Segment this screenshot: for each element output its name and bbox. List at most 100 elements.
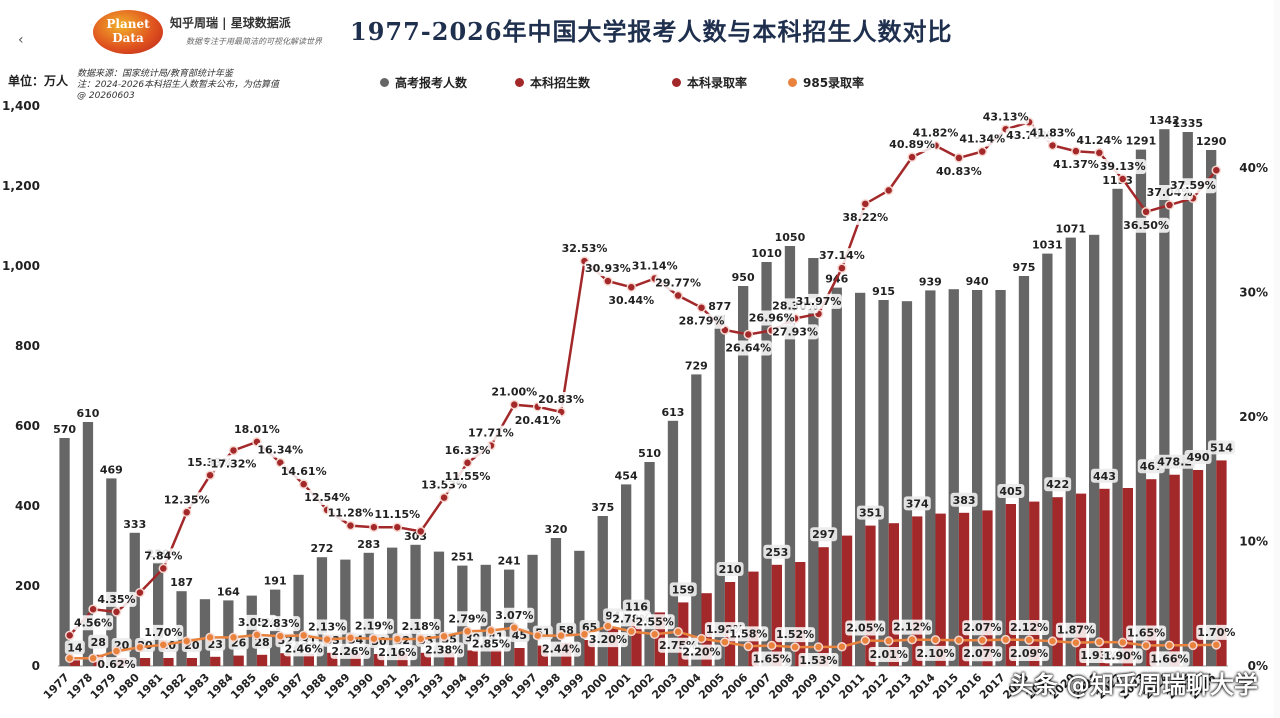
data-label-applicants: 946 bbox=[825, 273, 848, 286]
rate985-line-point bbox=[790, 642, 800, 652]
back-icon[interactable]: ‹ bbox=[18, 32, 24, 48]
data-label-rate: 12.35% bbox=[164, 493, 210, 506]
data-label-box bbox=[982, 109, 1030, 125]
rate985-line-point bbox=[462, 626, 473, 637]
bar-enrolled bbox=[1169, 474, 1180, 666]
data-label-box bbox=[845, 620, 886, 636]
bar-enrolled bbox=[420, 652, 431, 666]
data-label-rate: 15.33% bbox=[187, 456, 233, 469]
data-label-applicants: 1291 bbox=[1126, 135, 1157, 148]
data-label-enrolled: 253 bbox=[765, 546, 788, 559]
data-label-rate985: 2.07% bbox=[963, 647, 1001, 660]
rate-line-point bbox=[415, 526, 426, 537]
rate-line-point bbox=[556, 407, 566, 417]
data-label-rate985: 1.70% bbox=[1197, 626, 1235, 639]
bar-enrolled bbox=[233, 655, 244, 666]
data-label-rate985: 2.79% bbox=[448, 612, 486, 625]
rate985-line-point bbox=[158, 640, 169, 650]
rate-line-point bbox=[603, 276, 613, 286]
rate-line-point bbox=[907, 152, 917, 162]
data-label-box bbox=[283, 641, 324, 657]
data-label-box bbox=[915, 645, 956, 661]
data-label-box bbox=[345, 632, 366, 647]
data-label-enrolled: 405 bbox=[999, 485, 1022, 498]
data-label-rate: 26.64% bbox=[725, 341, 771, 354]
data-label-rate: 28.30% bbox=[772, 299, 818, 312]
unit-label: 单位：万人 bbox=[8, 74, 69, 88]
data-label-rate: 27.93% bbox=[772, 325, 818, 338]
data-label-box bbox=[1029, 125, 1076, 141]
bar-enrolled bbox=[1216, 460, 1227, 666]
rate-line-point bbox=[462, 458, 473, 468]
data-label-box bbox=[775, 627, 816, 643]
data-label-box bbox=[439, 632, 460, 646]
data-label-enrolled: 35 bbox=[442, 633, 457, 646]
data-label-applicants: 975 bbox=[1012, 261, 1035, 274]
x-tick-label: 1997 bbox=[509, 671, 540, 702]
data-label-applicants: 191 bbox=[264, 575, 287, 588]
data-label-rate985: 1.65% bbox=[1127, 626, 1165, 639]
data-label-applicants: 915 bbox=[872, 285, 895, 298]
data-label-box bbox=[420, 477, 468, 493]
data-label-rate985: 2.12% bbox=[893, 621, 931, 634]
y2-tick-label: 10% bbox=[1239, 535, 1268, 549]
rate-line-point bbox=[345, 520, 356, 531]
data-label-box bbox=[912, 125, 959, 141]
data-label-enrolled: 443 bbox=[1093, 470, 1116, 483]
data-label-rate: 11.28% bbox=[328, 507, 374, 520]
data-label-rate985: 2.18% bbox=[402, 620, 440, 633]
rate985-line-point bbox=[1000, 634, 1011, 645]
data-label-rate985: 2.13% bbox=[308, 620, 346, 633]
bar-enrolled bbox=[490, 649, 502, 666]
data-label-enrolled: 33 bbox=[325, 634, 340, 647]
rate-line-point bbox=[813, 309, 824, 319]
data-label-enrolled: 34 bbox=[348, 633, 364, 646]
data-label-box bbox=[73, 615, 114, 631]
data-label-applicants: 570 bbox=[53, 423, 76, 436]
bar-applicants bbox=[808, 258, 819, 666]
bar-enrolled bbox=[1075, 493, 1087, 666]
data-label-rate: 36.50% bbox=[1123, 219, 1169, 232]
data-label-enrolled: 26 bbox=[231, 637, 247, 650]
data-label-box bbox=[658, 637, 699, 653]
data-label-enrolled: 41 bbox=[488, 631, 503, 644]
data-label-box bbox=[135, 638, 156, 652]
data-label-box bbox=[561, 241, 608, 257]
data-label-rate: 37.04% bbox=[1147, 186, 1193, 199]
data-label-box bbox=[330, 643, 371, 659]
data-label-box bbox=[462, 630, 483, 645]
bar-applicants bbox=[1182, 132, 1193, 666]
data-label-applicants: 1335 bbox=[1172, 117, 1203, 130]
rate985-line-point bbox=[603, 621, 613, 631]
x-tick-label: 2012 bbox=[860, 671, 891, 702]
data-label-box bbox=[369, 634, 390, 648]
rate985-line-point bbox=[743, 641, 754, 652]
rate-line-point bbox=[766, 325, 777, 336]
y-tick-label: 1,200 bbox=[2, 179, 40, 193]
rate985-line-point bbox=[556, 630, 566, 641]
data-label-box bbox=[447, 611, 488, 627]
data-label-box bbox=[260, 616, 301, 632]
data-label-applicants: 1290 bbox=[1196, 135, 1227, 148]
rate985-line-point bbox=[579, 629, 590, 640]
bar-enrolled bbox=[584, 640, 595, 666]
legend-rate: 本科录取率 bbox=[672, 74, 747, 91]
x-tick-label: 1981 bbox=[135, 671, 166, 702]
bar-enrolled bbox=[186, 658, 197, 666]
rate-line-point bbox=[1117, 174, 1128, 184]
rate-line-point bbox=[111, 607, 122, 617]
rate985-line-point bbox=[1047, 636, 1058, 646]
data-label-box bbox=[795, 293, 842, 309]
legend-dot-icon bbox=[672, 78, 681, 87]
data-label-box bbox=[275, 633, 296, 648]
data-label-enrolled: 39 bbox=[465, 631, 480, 644]
data-label-enrolled: 20 bbox=[184, 639, 200, 652]
bar-applicants bbox=[714, 315, 725, 666]
bar-enrolled bbox=[303, 653, 314, 666]
data-label-applicants: 187 bbox=[170, 576, 193, 589]
bar-enrolled bbox=[373, 654, 385, 666]
x-tick-label: 1985 bbox=[228, 671, 259, 702]
data-label-enrolled: 33 bbox=[418, 634, 433, 647]
legend-applicants: 高考报考人数 bbox=[380, 74, 467, 91]
rate-line-point bbox=[1164, 200, 1175, 210]
